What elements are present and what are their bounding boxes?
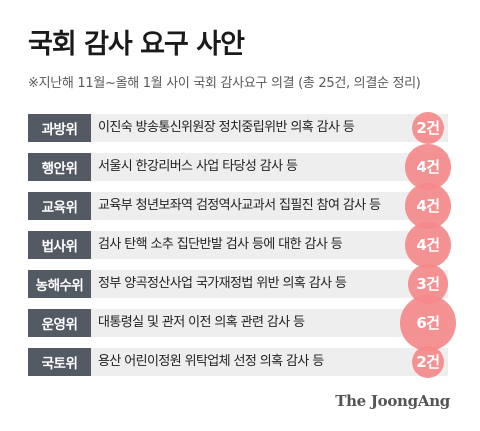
- count-bubble: [405, 144, 451, 190]
- audit-description: 정부 양곡정산사업 국가재정법 위반 의혹 감사 등: [98, 276, 347, 291]
- audit-description: 서울시 한강리버스 사업 타당성 감사 등: [98, 159, 298, 174]
- count-bubble: [405, 183, 451, 229]
- count-bubble: [411, 345, 445, 379]
- row-background: [28, 231, 448, 259]
- committee-label: 교육위: [28, 192, 91, 220]
- row-background: [28, 153, 448, 181]
- count-label: 2건: [416, 119, 440, 137]
- count-bubble: [411, 111, 445, 145]
- committee-label: 행안위: [28, 153, 91, 181]
- count-label: 4건: [416, 236, 440, 254]
- audit-description: 대통령실 및 관저 이전 의혹 관련 감사 등: [98, 315, 305, 330]
- committee-label: 국토위: [28, 348, 91, 376]
- audit-description: 교육부 청년보좌역 검정역사교과서 집필진 참여 감사 등: [98, 198, 381, 213]
- table-row: 법사위 검사 탄핵 소추 집단반발 검사 등에 대한 감사 등 4건: [28, 222, 458, 268]
- table-row: 농해수위 정부 양곡정산사업 국가재정법 위반 의혹 감사 등 3건: [28, 264, 458, 304]
- committee-label: 과방위: [28, 114, 91, 142]
- brand-logo: The JoongAng: [335, 392, 450, 410]
- count-label: 4건: [416, 197, 440, 215]
- count-label: 6건: [416, 314, 440, 332]
- row-background: [28, 309, 448, 337]
- table-row: 교육위 교육부 청년보좌역 검정역사교과서 집필진 참여 감사 등 4건: [28, 183, 458, 229]
- committee-label: 농해수위: [28, 270, 91, 298]
- row-background: [28, 114, 448, 142]
- chart-subtitle: ※지난해 11월~올해 1월 사이 국회 감사요구 의결 (총 25건, 의결순…: [28, 76, 421, 91]
- row-background: [28, 348, 448, 376]
- committee-label: 법사위: [28, 231, 91, 259]
- table-row: 행안위 서울시 한강리버스 사업 타당성 감사 등 4건: [28, 144, 458, 190]
- table-row: 과방위 이진숙 방송통신위원장 정치중립위반 의혹 감사 등 2건: [28, 111, 458, 145]
- row-background: [28, 192, 448, 220]
- audit-description: 이진숙 방송통신위원장 정치중립위반 의혹 감사 등: [98, 120, 355, 135]
- row-background: [28, 270, 448, 298]
- committee-label: 운영위: [28, 309, 91, 337]
- count-label: 3건: [416, 275, 440, 293]
- table-row: 운영위 대통령실 및 관저 이전 의혹 관련 감사 등 6건: [28, 295, 458, 351]
- count-bubble: [400, 295, 456, 351]
- count-bubble: [405, 222, 451, 268]
- table-row: 국토위 용산 어린이정원 위탁업체 선정 의혹 감사 등 2건: [28, 345, 458, 379]
- audit-description: 검사 탄핵 소추 집단반발 검사 등에 대한 감사 등: [98, 237, 343, 252]
- count-label: 4건: [416, 158, 440, 176]
- audit-description: 용산 어린이정원 위탁업체 선정 의혹 감사 등: [98, 354, 324, 369]
- count-label: 2건: [416, 353, 440, 371]
- chart-title: 국회 감사 요구 사안: [28, 29, 245, 60]
